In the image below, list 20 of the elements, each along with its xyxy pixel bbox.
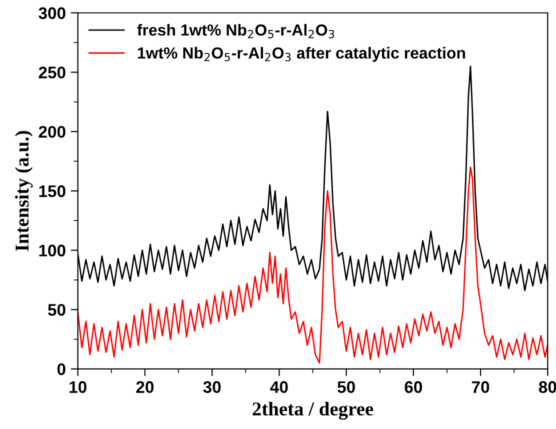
x-tick-label: 60 xyxy=(404,381,422,393)
x-tick-label: 30 xyxy=(203,381,221,394)
x-axis-title: 2theta / degree xyxy=(252,402,374,420)
x-tick-label: 40 xyxy=(270,381,288,393)
legend-label: fresh 1wt% Nb$_{2}$O$_{5}$-r-Al$_{2}$O$_{3}$ xyxy=(137,24,334,38)
y-tick-label: 300 xyxy=(38,7,66,20)
x-tick-label: 80 xyxy=(538,381,556,393)
x-tick-label: 50 xyxy=(338,381,355,393)
y-tick-label: 200 xyxy=(38,126,66,138)
y-tick-label: 0 xyxy=(57,363,66,376)
y-tick-label: 150 xyxy=(39,185,66,198)
y-tick-label: 100 xyxy=(39,244,66,256)
text: 1wt% Nb$_{2}$O$_{5}$-r-Al$_{2}$O$_{3}$ after catalytic reaction xyxy=(138,46,465,62)
x-tick-label: 10 xyxy=(70,381,86,393)
x-tick-label: 70 xyxy=(472,381,490,393)
line-series xyxy=(78,166,548,364)
x-tick-label: 20 xyxy=(136,381,154,393)
y-tick-label: 50 xyxy=(48,304,66,316)
y-axis-title: Intensity (a.u.) xyxy=(14,130,33,252)
y-tick-label: 250 xyxy=(38,66,66,78)
